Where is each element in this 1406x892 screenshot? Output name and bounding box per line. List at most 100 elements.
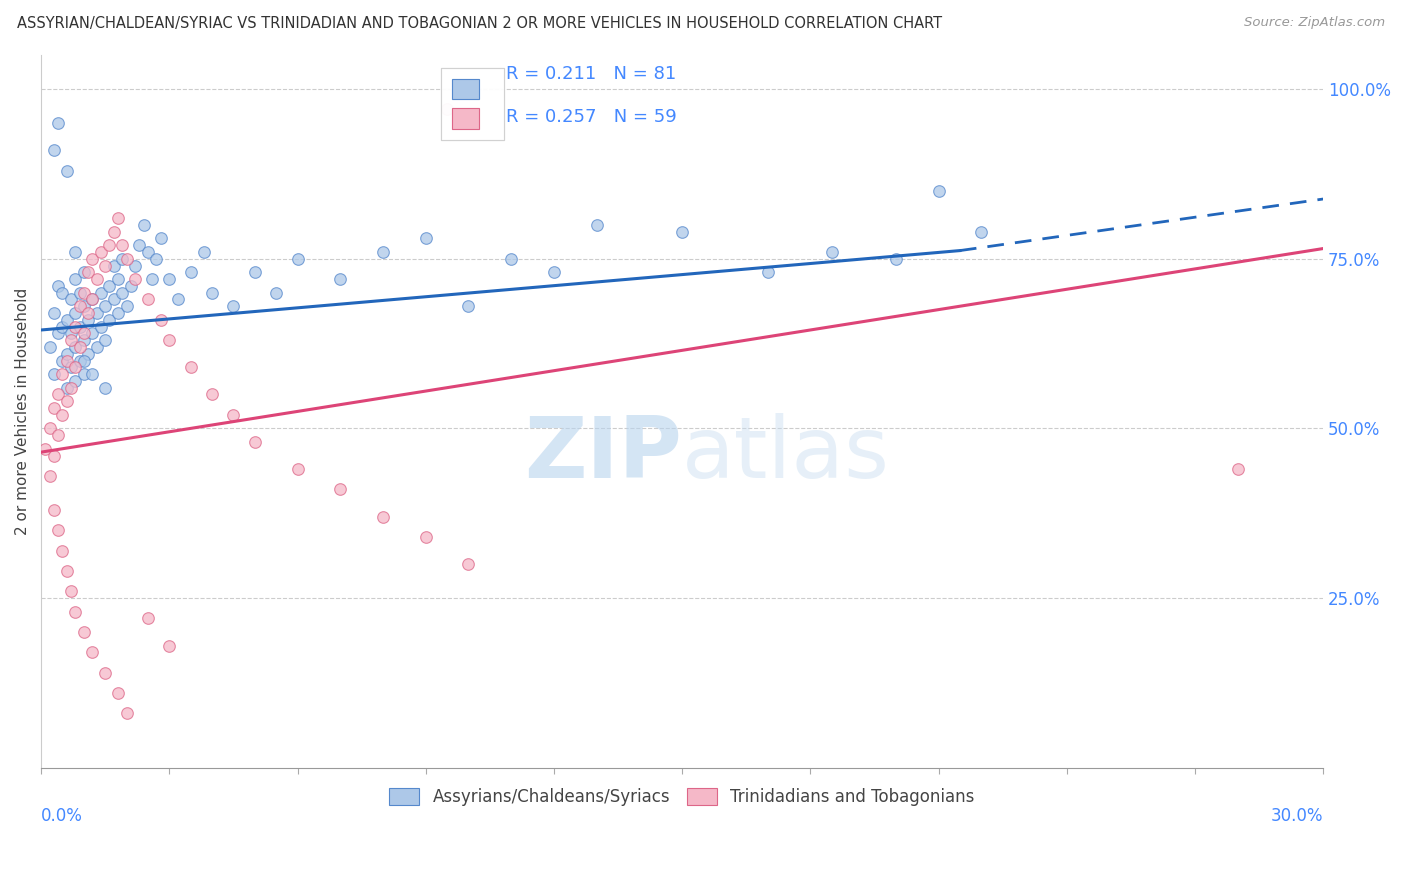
- Point: [46, 523, 69, 537]
- Point: [970, 225, 993, 239]
- Point: [38, 469, 60, 483]
- Point: [60, 293, 83, 307]
- Point: [55, 564, 77, 578]
- Point: [103, 225, 125, 239]
- Point: [371, 509, 394, 524]
- Point: [415, 231, 437, 245]
- Text: ZIP: ZIP: [524, 413, 682, 496]
- Point: [73, 265, 96, 279]
- Point: [51, 408, 73, 422]
- Point: [69, 340, 91, 354]
- Point: [457, 299, 479, 313]
- Point: [82, 367, 104, 381]
- Legend: Assyrians/Chaldeans/Syriacs, Trinidadians and Tobagonians: Assyrians/Chaldeans/Syriacs, Trinidadian…: [382, 781, 981, 813]
- Point: [201, 285, 224, 300]
- Point: [94, 665, 117, 680]
- Point: [329, 483, 352, 497]
- Point: [46, 387, 69, 401]
- Text: Source: ZipAtlas.com: Source: ZipAtlas.com: [1244, 16, 1385, 29]
- Point: [128, 238, 150, 252]
- Point: [543, 265, 565, 279]
- Point: [107, 272, 129, 286]
- Point: [193, 244, 215, 259]
- Point: [46, 116, 69, 130]
- Point: [69, 353, 91, 368]
- Point: [73, 285, 96, 300]
- Point: [51, 543, 73, 558]
- Text: ASSYRIAN/CHALDEAN/SYRIAC VS TRINIDADIAN AND TOBAGONIAN 2 OR MORE VEHICLES IN HOU: ASSYRIAN/CHALDEAN/SYRIAC VS TRINIDADIAN …: [17, 16, 942, 31]
- Point: [222, 408, 245, 422]
- Text: R = 0.257   N = 59: R = 0.257 N = 59: [506, 108, 678, 126]
- Point: [136, 611, 159, 625]
- Point: [149, 231, 172, 245]
- Point: [82, 252, 104, 266]
- Point: [149, 313, 172, 327]
- Point: [73, 353, 96, 368]
- Point: [38, 340, 60, 354]
- Point: [167, 293, 190, 307]
- Point: [115, 706, 138, 721]
- Point: [51, 285, 73, 300]
- Point: [42, 503, 65, 517]
- Text: R = 0.211   N = 81: R = 0.211 N = 81: [506, 65, 676, 83]
- Y-axis label: 2 or more Vehicles in Household: 2 or more Vehicles in Household: [15, 288, 30, 535]
- Point: [42, 367, 65, 381]
- Point: [65, 374, 87, 388]
- Point: [671, 225, 693, 239]
- Point: [69, 285, 91, 300]
- Point: [928, 184, 950, 198]
- Point: [77, 313, 100, 327]
- Point: [94, 299, 117, 313]
- Point: [73, 333, 96, 347]
- Point: [51, 367, 73, 381]
- Point: [82, 645, 104, 659]
- Point: [65, 306, 87, 320]
- Point: [180, 265, 202, 279]
- Point: [55, 313, 77, 327]
- Point: [55, 394, 77, 409]
- Text: 30.0%: 30.0%: [1271, 807, 1323, 825]
- Point: [329, 272, 352, 286]
- Point: [77, 265, 100, 279]
- Point: [94, 333, 117, 347]
- Text: atlas: atlas: [682, 413, 890, 496]
- Point: [46, 278, 69, 293]
- Point: [65, 319, 87, 334]
- Point: [436, 103, 458, 117]
- Point: [65, 340, 87, 354]
- Point: [86, 272, 108, 286]
- Point: [264, 285, 287, 300]
- Point: [82, 293, 104, 307]
- Point: [371, 244, 394, 259]
- Point: [60, 333, 83, 347]
- Point: [111, 238, 134, 252]
- Point: [98, 278, 121, 293]
- Point: [55, 347, 77, 361]
- Point: [457, 557, 479, 571]
- Point: [51, 353, 73, 368]
- Point: [73, 367, 96, 381]
- Point: [98, 313, 121, 327]
- Point: [132, 218, 155, 232]
- Point: [60, 584, 83, 599]
- Point: [415, 530, 437, 544]
- Point: [501, 252, 523, 266]
- Point: [287, 462, 309, 476]
- Point: [124, 272, 146, 286]
- Point: [65, 605, 87, 619]
- Point: [65, 244, 87, 259]
- Point: [141, 272, 163, 286]
- Point: [86, 340, 108, 354]
- Point: [86, 306, 108, 320]
- Point: [180, 360, 202, 375]
- Point: [145, 252, 167, 266]
- Point: [77, 347, 100, 361]
- Point: [90, 244, 112, 259]
- Point: [65, 272, 87, 286]
- Point: [756, 265, 779, 279]
- Point: [103, 259, 125, 273]
- Point: [51, 319, 73, 334]
- Point: [94, 381, 117, 395]
- Point: [46, 326, 69, 341]
- Point: [243, 265, 266, 279]
